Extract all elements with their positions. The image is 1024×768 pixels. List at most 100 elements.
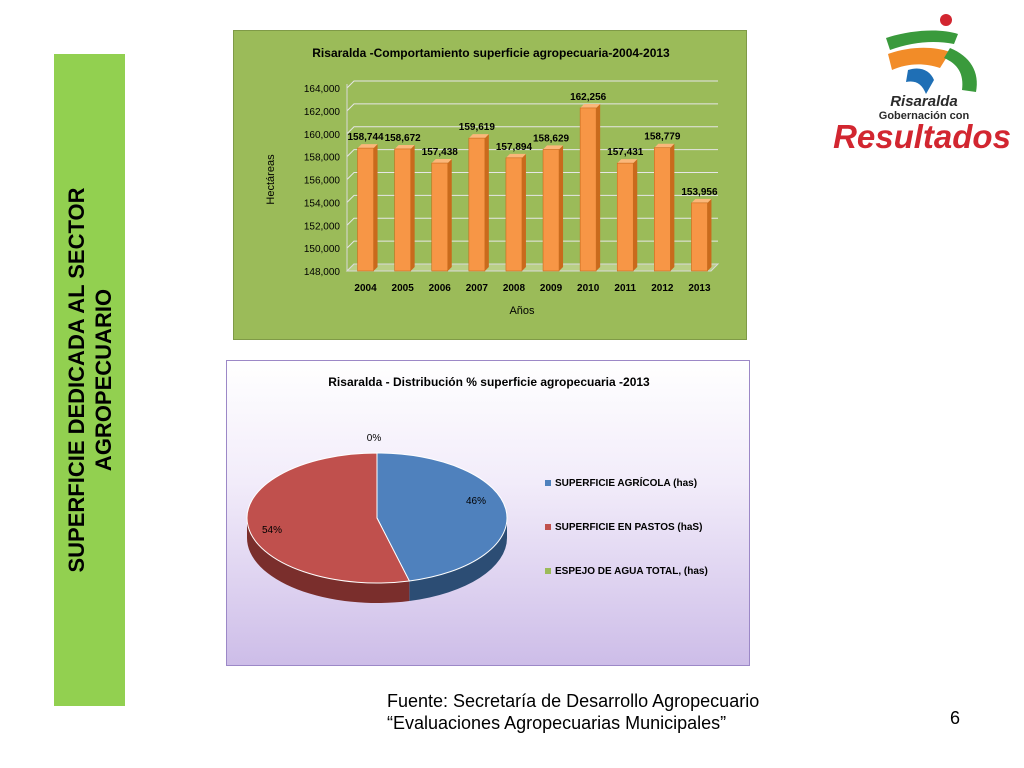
y-tick-label: 154,000 xyxy=(304,198,341,209)
bar-top xyxy=(543,145,564,150)
bar-top xyxy=(654,143,675,148)
bar-side xyxy=(447,159,452,271)
y-tick-label: 150,000 xyxy=(304,244,341,255)
bar-front xyxy=(654,147,671,272)
pie-chart: 46% 54% 0% Risaralda - Distribución % super… xyxy=(246,375,708,603)
pie-slice xyxy=(246,452,411,584)
bar-top xyxy=(617,159,638,164)
bar xyxy=(468,134,489,272)
x-tick-label: 2008 xyxy=(503,283,526,294)
gridline xyxy=(346,80,718,89)
bar-front xyxy=(505,157,523,272)
bar xyxy=(505,153,526,272)
bar xyxy=(616,159,638,272)
bar-side xyxy=(559,145,564,271)
x-tick-label: 2010 xyxy=(577,283,600,294)
bar-top xyxy=(394,144,415,149)
y-tick-label: 158,000 xyxy=(304,153,341,164)
pie-slice-side xyxy=(247,518,410,603)
bar xyxy=(691,198,712,272)
x-tick-label: 2007 xyxy=(466,283,489,294)
y-tick-label: 160,000 xyxy=(304,130,341,141)
logo-blue-stroke xyxy=(906,68,934,94)
bar-front xyxy=(431,162,449,272)
pie-value-label: 46% xyxy=(466,496,486,507)
y-tick-label: 156,000 xyxy=(304,176,341,187)
bar-top xyxy=(357,144,378,149)
bar-side xyxy=(596,103,601,272)
bar-top xyxy=(691,198,712,203)
bar-front xyxy=(468,137,486,272)
bar-side xyxy=(633,159,638,271)
bar-front xyxy=(357,147,374,272)
x-axis-title: Años xyxy=(509,305,535,317)
gridline xyxy=(346,103,718,112)
x-tick-label: 2006 xyxy=(429,283,452,294)
x-tick-label: 2012 xyxy=(651,283,674,294)
legend-label: ESPEJO DE AGUA TOTAL, (has) xyxy=(555,566,708,577)
bar-top xyxy=(431,159,452,164)
bar-value-label: 158,672 xyxy=(385,133,422,144)
bar-chart: 148,000 150,000 152,000 154,000 156,000 158,0… xyxy=(265,46,720,317)
bar-value-label: 158,779 xyxy=(644,132,681,143)
legend-swatch xyxy=(545,568,551,574)
logo-green-stroke xyxy=(886,30,958,50)
bar-value-label: 157,438 xyxy=(422,147,459,158)
x-tick-label: 2009 xyxy=(540,283,563,294)
bar-front xyxy=(579,107,597,272)
bar-front xyxy=(616,162,634,272)
y-tick-label: 152,000 xyxy=(304,221,341,232)
bar xyxy=(357,144,378,272)
pie-value-label: 54% xyxy=(262,525,282,536)
bar xyxy=(431,159,452,272)
bar-value-label: 157,894 xyxy=(496,142,533,153)
legend-swatch xyxy=(545,524,551,530)
pie-slice xyxy=(376,452,508,582)
pie-value-label: 0% xyxy=(367,433,382,444)
pie-chart-title: Risaralda - Distribución % superficie ag… xyxy=(328,375,650,389)
logo-green-leg-stroke xyxy=(944,48,977,92)
bar xyxy=(394,144,415,272)
bar-top xyxy=(468,134,489,139)
bar-side xyxy=(707,198,712,271)
bar-side xyxy=(410,144,415,271)
bar-side xyxy=(484,134,489,271)
bar-top xyxy=(505,153,526,158)
pie-chart-panel: 46% 54% 0% Risaralda - Distribución % super… xyxy=(226,360,750,666)
bar-front xyxy=(691,202,708,272)
source-line1: Fuente: Secretaría de Desarrollo Agropec… xyxy=(387,691,760,711)
side-title-panel: SUPERFICIE DEDICADA AL SECTOR AGROPECUAR… xyxy=(54,54,125,706)
bar-front xyxy=(542,149,560,272)
bar-side xyxy=(521,153,526,271)
bar-chart-panel: 148,000 150,000 152,000 154,000 156,000 158,0… xyxy=(233,30,747,340)
bar-chart-title: Risaralda -Comportamiento superficie agr… xyxy=(312,46,670,60)
risaralda-logo: Risaralda Gobernación con Resultados xyxy=(833,14,1010,155)
pie-slice-side xyxy=(409,518,507,601)
bar xyxy=(654,143,675,272)
legend-label: SUPERFICIE EN PASTOS (haS) xyxy=(555,522,702,533)
side-title-line2: AGROPECUARIO xyxy=(90,288,116,472)
source-line2: “Evaluaciones Agropecuarias Municipales” xyxy=(387,713,727,733)
y-tick-label: 164,000 xyxy=(304,84,341,95)
bar-side xyxy=(670,143,675,271)
logo-figure-head xyxy=(940,14,952,26)
logo-orange-stroke xyxy=(888,47,950,70)
bar-side xyxy=(373,144,378,271)
legend-label: SUPERFICIE AGRÍCOLA (has) xyxy=(555,476,697,489)
bar xyxy=(542,145,564,272)
y-tick-label: 162,000 xyxy=(304,107,341,118)
bar-top xyxy=(580,103,601,108)
x-tick-label: 2013 xyxy=(688,283,711,294)
bar-value-label: 157,431 xyxy=(607,147,644,158)
logo-brand: Resultados xyxy=(833,118,1010,155)
logo-name: Risaralda xyxy=(890,93,958,110)
side-title: SUPERFICIE DEDICADA AL SECTOR AGROPECUAR… xyxy=(63,60,117,700)
source-note: Fuente: Secretaría de Desarrollo Agropec… xyxy=(387,690,759,734)
bar-value-label: 159,619 xyxy=(459,122,496,133)
x-tick-label: 2004 xyxy=(354,283,377,294)
side-title-line1: SUPERFICIE DEDICADA AL SECTOR xyxy=(63,187,89,573)
y-axis-title: Hectáreas xyxy=(265,154,277,205)
bar-value-label: 153,956 xyxy=(681,187,718,198)
bar-value-label: 158,629 xyxy=(533,133,570,144)
x-tick-label: 2005 xyxy=(392,283,415,294)
